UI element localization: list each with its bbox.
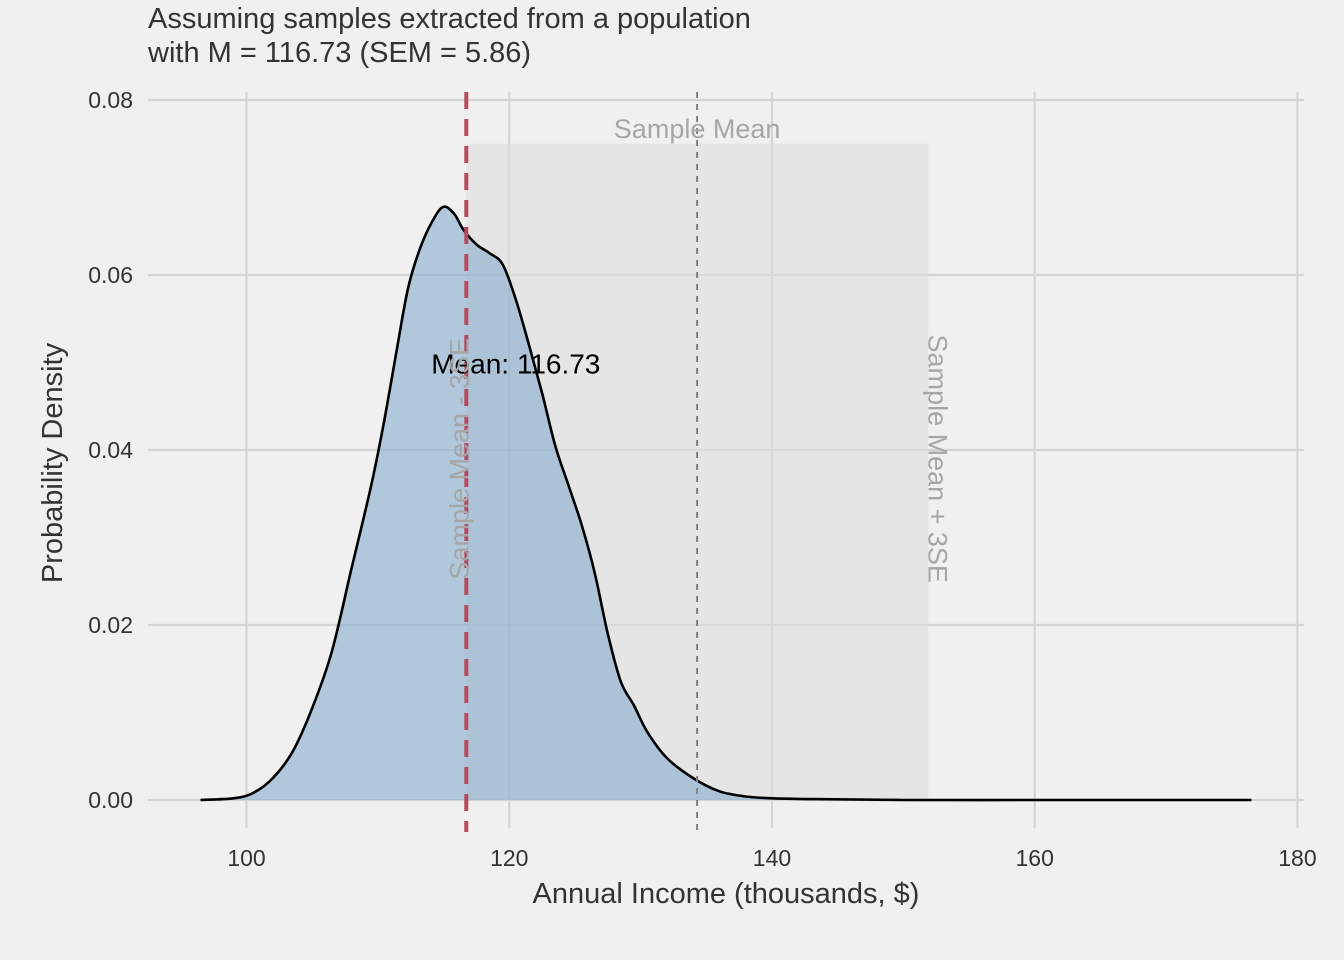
lower-bound-label: Sample Mean - 3SE [444,338,474,580]
chart-title-line2: with M = 116.73 (SEM = 5.86) [147,37,531,69]
x-axis-label: Annual Income (thousands, $) [533,878,920,910]
mean-label: Mean: 116.73 [431,348,600,379]
y-tick-label: 0.02 [88,612,133,638]
annotations: Mean: 116.73 Sample Mean Sample Mean - 3SE… [431,114,952,583]
chart-title-line1: Assuming samples extracted from a popula… [148,3,751,35]
y-tick-label: 0.00 [88,787,133,813]
x-tick-label: 120 [490,845,528,871]
density-line [200,205,1252,802]
y-tick-labels: 0.00 0.02 0.04 0.06 0.08 [88,87,133,813]
x-tick-label: 100 [227,845,265,871]
y-tick-label: 0.06 [88,262,133,288]
x-tick-label: 140 [753,845,791,871]
sample-mean-label: Sample Mean [614,114,781,144]
y-tick-label: 0.04 [88,437,133,463]
x-tick-labels: 100 120 140 160 180 [227,845,1316,871]
x-tick-label: 180 [1278,845,1316,871]
upper-bound-label: Sample Mean + 3SE [922,335,952,583]
density-area [200,205,1252,802]
y-axis-label: Probability Density [37,342,69,583]
y-tick-label: 0.08 [88,87,133,113]
x-tick-label: 160 [1016,845,1054,871]
density-fill [200,206,1252,801]
